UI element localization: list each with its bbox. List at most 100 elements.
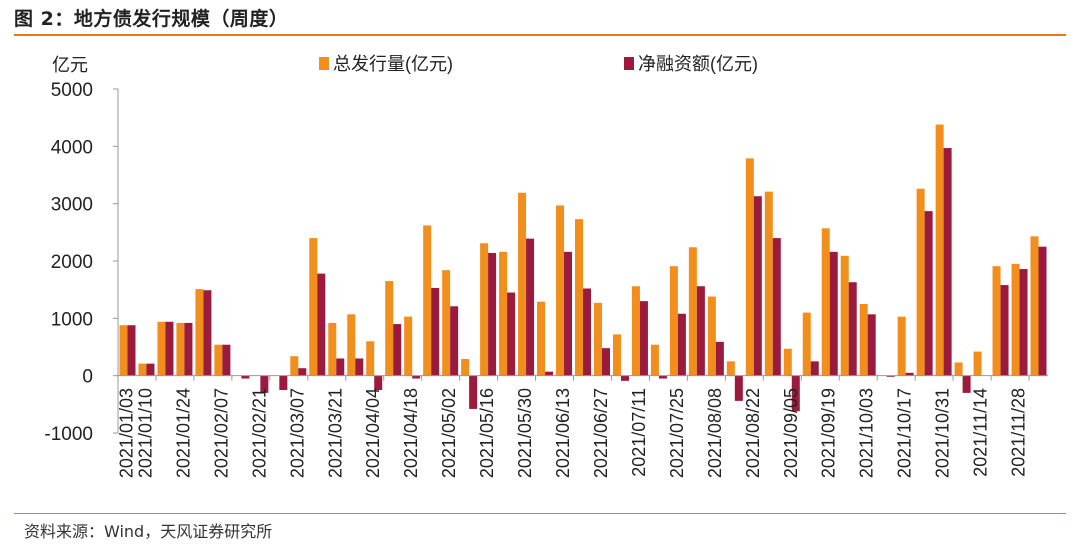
bar-gross bbox=[537, 301, 546, 376]
bar-gross bbox=[195, 289, 204, 376]
bars bbox=[119, 124, 1047, 412]
bar-gross bbox=[366, 341, 375, 376]
bar-net bbox=[583, 288, 591, 376]
bar-gross bbox=[840, 255, 849, 376]
x-tick-label: 2021/09/05 bbox=[781, 388, 801, 478]
bar-net bbox=[753, 196, 762, 376]
bar-gross bbox=[764, 191, 773, 376]
bar-net bbox=[905, 372, 914, 376]
y-tick-label: 0 bbox=[82, 367, 93, 388]
bar-gross bbox=[745, 158, 754, 376]
bar-gross bbox=[480, 243, 489, 376]
bar-net bbox=[1000, 285, 1009, 376]
bar-gross bbox=[214, 344, 223, 376]
x-tick-label: 2021/03/21 bbox=[325, 388, 345, 478]
bar-net bbox=[943, 148, 952, 376]
bar-gross bbox=[802, 312, 811, 376]
x-tick-label: 2021/02/21 bbox=[249, 388, 269, 478]
bar-gross bbox=[897, 316, 906, 376]
x-tick-label: 2021/09/19 bbox=[819, 388, 839, 478]
legend-swatch-gross bbox=[319, 57, 329, 70]
bar-net bbox=[886, 375, 895, 377]
x-tick-label: 2021/11/14 bbox=[971, 388, 991, 477]
legend-swatch-net bbox=[624, 57, 634, 70]
x-tick-label: 2021/04/18 bbox=[401, 388, 421, 478]
bar-gross bbox=[575, 219, 583, 376]
bar-net bbox=[1038, 246, 1047, 376]
bar-gross bbox=[726, 361, 735, 376]
bar-net bbox=[810, 361, 819, 376]
bar-net bbox=[772, 238, 781, 376]
bar-gross bbox=[556, 205, 565, 376]
bar-net bbox=[526, 238, 535, 376]
bar-gross bbox=[935, 124, 944, 376]
bar-net bbox=[829, 251, 838, 376]
bar-net bbox=[715, 341, 724, 376]
bar-net bbox=[620, 375, 629, 381]
bar-gross bbox=[650, 344, 659, 376]
bar-gross bbox=[347, 314, 356, 376]
y-tick-label: 5000 bbox=[51, 80, 93, 101]
x-tick-label: 2021/05/30 bbox=[515, 388, 535, 478]
bar-gross bbox=[669, 266, 678, 376]
bar-gross bbox=[328, 322, 337, 376]
source-note: 资料来源：Wind，天风证券研究所 bbox=[24, 522, 273, 541]
figure-title: 图 2：地方债发行规模（周度） bbox=[14, 8, 289, 30]
bar-gross bbox=[992, 266, 1001, 376]
bar-net bbox=[355, 358, 364, 376]
bar-gross bbox=[783, 348, 792, 376]
x-tick-label: 2021/06/13 bbox=[553, 388, 573, 478]
bar-gross bbox=[423, 225, 432, 376]
x-tick-label: 2021/03/07 bbox=[287, 388, 307, 478]
x-tick-label: 2021/08/08 bbox=[705, 388, 725, 478]
bar-gross bbox=[385, 281, 394, 376]
x-tick-label: 2021/11/28 bbox=[1009, 388, 1029, 477]
bar-gross bbox=[973, 351, 982, 376]
bar-gross bbox=[821, 228, 830, 376]
bar-net bbox=[450, 306, 459, 376]
x-tick-label: 2021/10/03 bbox=[857, 388, 877, 478]
bar-gross bbox=[461, 359, 470, 376]
bar-gross bbox=[157, 321, 166, 376]
bar-gross bbox=[916, 188, 925, 376]
x-tick-label: 2021/04/04 bbox=[363, 388, 383, 478]
bar-net bbox=[469, 375, 478, 409]
x-tick-label: 2021/10/17 bbox=[895, 388, 915, 478]
bar-net bbox=[734, 375, 743, 401]
bar-gross bbox=[631, 286, 640, 376]
bar-net bbox=[203, 290, 212, 376]
x-tick-label: 2021/06/27 bbox=[591, 388, 611, 478]
x-tick-label: 2021/08/22 bbox=[743, 388, 763, 478]
y-tick-label: 2000 bbox=[51, 252, 93, 273]
legend-label-gross: 总发行量(亿元) bbox=[333, 54, 453, 74]
y-tick-label: 3000 bbox=[51, 195, 93, 216]
bar-net bbox=[867, 314, 876, 376]
bar-net bbox=[791, 375, 800, 412]
top-rule bbox=[14, 34, 1066, 36]
bar-net bbox=[279, 375, 288, 390]
bar-net bbox=[241, 375, 250, 379]
x-tick-label: 2021/07/25 bbox=[667, 388, 687, 478]
bar-net bbox=[431, 287, 440, 376]
bar-gross bbox=[954, 362, 963, 376]
x-tick-label: 2021/05/02 bbox=[439, 388, 459, 478]
bar-gross bbox=[1030, 236, 1039, 376]
x-tick-label: 2021/10/31 bbox=[933, 388, 953, 478]
bar-gross bbox=[859, 304, 868, 376]
bar-gross bbox=[404, 316, 413, 376]
bar-net bbox=[962, 375, 971, 393]
bar-net bbox=[924, 211, 933, 376]
bar-net bbox=[696, 286, 705, 376]
bar-net bbox=[488, 252, 497, 376]
bar-net bbox=[507, 292, 516, 376]
x-tick-label: 2021/01/03 bbox=[116, 388, 136, 478]
bar-net bbox=[1019, 269, 1028, 376]
bar-net bbox=[336, 358, 345, 376]
legend: 总发行量(亿元) 净融资额(亿元) bbox=[319, 54, 758, 74]
y-tick-label: 1000 bbox=[51, 309, 93, 330]
bar-net bbox=[393, 324, 402, 376]
bar-gross bbox=[1011, 263, 1020, 376]
bar-net bbox=[677, 313, 686, 376]
